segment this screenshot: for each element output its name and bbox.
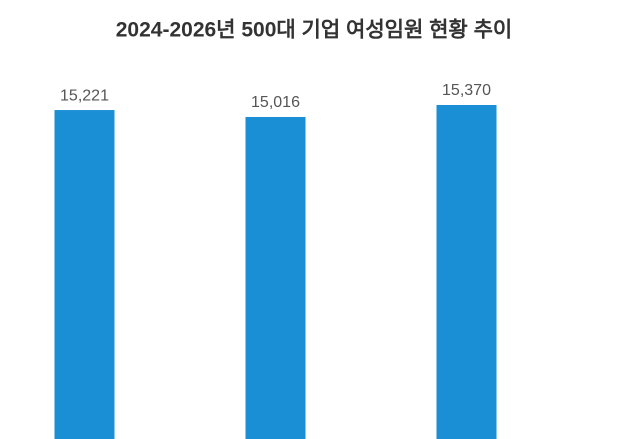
- bar: [245, 116, 306, 439]
- bar: [436, 105, 497, 439]
- value-label: 15,016: [251, 94, 300, 111]
- value-label: 15,370: [442, 82, 491, 99]
- chart-title: 2024-2026년 500대 기업 여성임원 현황 추이: [116, 19, 512, 42]
- bar: [54, 110, 115, 439]
- value-label: 15,221: [60, 87, 109, 104]
